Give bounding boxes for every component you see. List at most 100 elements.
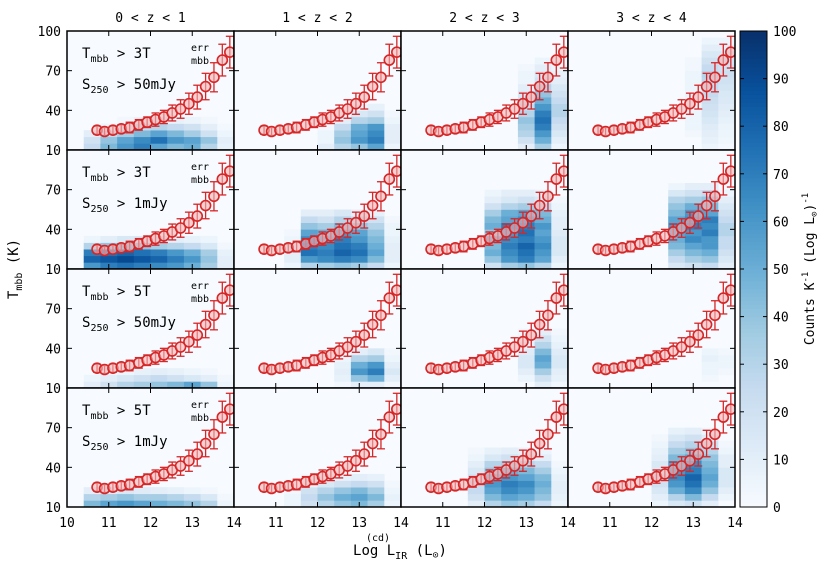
histogram-cell [701, 361, 719, 369]
histogram-cell [551, 229, 568, 237]
median-point [216, 173, 229, 185]
histogram-cell [718, 209, 735, 217]
median-point [675, 460, 688, 472]
median-point [391, 403, 401, 415]
histogram-cell [133, 136, 151, 144]
histogram-cell [718, 440, 735, 448]
histogram-cell [718, 136, 735, 144]
histogram-cell [501, 196, 519, 204]
histogram-cell [701, 473, 719, 481]
histogram-cell [334, 493, 352, 501]
panel-grid: Tmbb > 3T err mbb S250 > 50mJy Tmbb > 3T err m… [66, 30, 736, 508]
colorbar-segment [740, 324, 767, 329]
histogram-cell [701, 493, 719, 501]
histogram-cell [534, 216, 552, 224]
median-point [533, 199, 546, 212]
histogram-cell [718, 249, 735, 257]
colorbar-segment [740, 237, 767, 242]
histogram-cell [534, 361, 552, 369]
median-point [675, 103, 688, 115]
median-point [341, 103, 354, 115]
histogram-cell [517, 493, 535, 501]
histogram-cell [684, 123, 702, 131]
histogram-cell [367, 136, 385, 144]
histogram-cell [167, 374, 185, 382]
histogram-cell [701, 242, 719, 250]
histogram-cell [300, 216, 318, 224]
histogram-cell [701, 235, 719, 243]
histogram-cell [300, 229, 318, 237]
histogram-cell [701, 447, 719, 455]
histogram-cell [384, 348, 401, 356]
histogram-cell [534, 57, 552, 65]
histogram-cell [484, 487, 502, 495]
histogram-cell [718, 222, 735, 230]
histogram-cell [334, 381, 352, 388]
median-point [341, 222, 354, 234]
histogram-cell [183, 235, 201, 243]
median-point [550, 292, 563, 304]
histogram-cell [718, 116, 735, 124]
histogram-cell [718, 262, 735, 269]
histogram-cell [133, 130, 151, 138]
y-tick-label: 70 [45, 184, 61, 199]
median-point [550, 173, 563, 185]
histogram-cell [133, 500, 151, 507]
median-point [675, 341, 688, 353]
median-point [542, 309, 554, 322]
histogram-cell [501, 480, 519, 488]
histogram-cell [367, 374, 385, 382]
colorbar-segment [740, 503, 767, 508]
x-tick-label: 13 [518, 516, 534, 531]
histogram-cell [534, 500, 552, 507]
colorbar-segment [740, 320, 767, 326]
histogram-cell [317, 480, 335, 488]
histogram-cell [150, 130, 168, 138]
histogram-cell [534, 381, 552, 388]
histogram-cell [150, 487, 168, 495]
x-tick-label: 12 [477, 516, 493, 531]
median-point [525, 91, 538, 103]
histogram-cell [384, 354, 401, 362]
median-point [375, 190, 387, 203]
histogram-cell [367, 361, 385, 369]
histogram-cell [334, 249, 352, 257]
colorbar-segment [740, 82, 767, 88]
histogram-cell [718, 196, 735, 204]
colorbar-segment [740, 245, 767, 250]
panel-r3-c2 [233, 268, 402, 389]
histogram-cell [551, 123, 568, 131]
histogram-cell [83, 249, 101, 257]
colorbar-segment [740, 439, 767, 445]
median-point [517, 97, 529, 110]
median-point [558, 165, 568, 177]
colorbar-segment [740, 118, 767, 123]
colorbar-segment [740, 471, 767, 476]
colorbar-segment [740, 90, 767, 95]
histogram-cell [367, 262, 385, 269]
histogram-cell [150, 249, 168, 257]
x-axis: 10 11 12 13 14 11 12 13 14 11 12 13 14 11 12 13 14 Log LI… [59, 516, 743, 562]
histogram-cell [551, 341, 568, 349]
histogram-cell [150, 368, 168, 376]
histogram-cell [83, 374, 101, 382]
median-point [542, 190, 554, 203]
histogram-cell [501, 500, 519, 507]
median-point [191, 448, 204, 460]
histogram-cell [384, 500, 401, 507]
colorbar-segment [740, 411, 767, 417]
colorbar-segment [740, 380, 767, 385]
median-point [366, 199, 379, 212]
histogram-cell [100, 136, 118, 144]
colorbar-segment [740, 483, 767, 488]
histogram-cell [551, 467, 568, 475]
histogram-cell [534, 447, 552, 455]
histogram-cell [701, 116, 719, 124]
histogram-cell [517, 354, 535, 362]
histogram-cell [117, 381, 135, 388]
histogram-cell [467, 487, 485, 495]
colorbar-segment [740, 399, 767, 405]
histogram-cell [384, 136, 401, 144]
histogram-cell [551, 235, 568, 243]
median-point [391, 46, 401, 58]
